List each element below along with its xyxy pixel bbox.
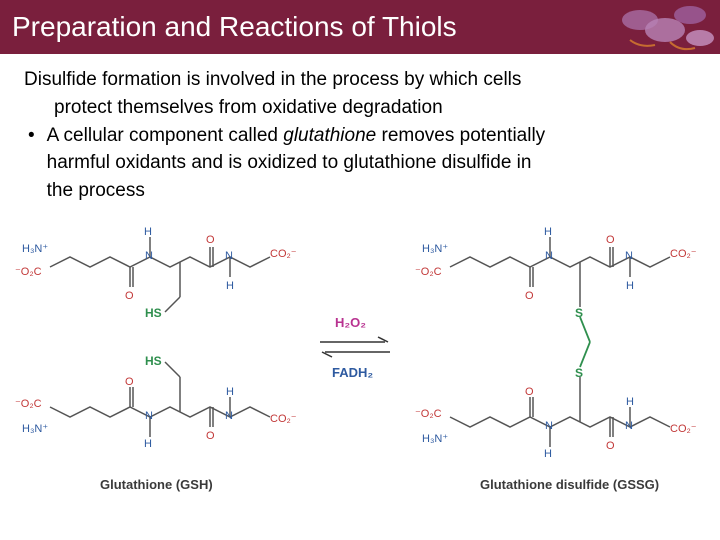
svg-text:H: H <box>226 280 234 292</box>
bullet-marker: • <box>28 124 35 207</box>
paragraph-1-line-1: Disulfide formation is involved in the p… <box>24 68 696 92</box>
gsh-caption: Glutathione (GSH) <box>100 477 213 492</box>
svg-text:O: O <box>125 290 134 302</box>
bullet-text-c: removes potentially <box>376 125 545 146</box>
svg-text:S: S <box>575 366 583 380</box>
svg-text:⁻O₂C: ⁻O₂C <box>15 398 42 410</box>
svg-text:N: N <box>225 410 233 422</box>
gssg-caption: Glutathione disulfide (GSSG) <box>480 477 659 492</box>
title-bar: Preparation and Reactions of Thiols <box>0 0 720 54</box>
svg-text:H: H <box>226 386 234 398</box>
svg-text:N: N <box>545 250 553 262</box>
svg-text:O: O <box>606 234 615 246</box>
bullet-line-2: harmful oxidants and is oxidized to glut… <box>47 151 546 175</box>
reagent-h2o2: H₂O₂ <box>335 315 366 330</box>
reagent-fadh2: FADH₂ <box>332 365 373 380</box>
bullet-text-italic: glutathione <box>283 125 376 146</box>
svg-text:H: H <box>144 226 152 238</box>
gssg-structure: S S H₃N⁺ ⁻O₂C O H N O N H CO₂⁻ ⁻O₂C H₃N⁺… <box>410 217 710 467</box>
svg-text:N: N <box>145 410 153 422</box>
svg-text:H₃N⁺: H₃N⁺ <box>22 423 48 435</box>
svg-text:O: O <box>206 430 215 442</box>
svg-text:H₃N⁺: H₃N⁺ <box>22 243 48 255</box>
svg-text:⁻O₂C: ⁻O₂C <box>415 408 442 420</box>
svg-text:CO₂⁻: CO₂⁻ <box>670 423 697 435</box>
chemical-structures: H₃N⁺ ⁻O₂C O H N O N H CO₂⁻ HS ⁻O₂C H₃N⁺ … <box>0 217 720 517</box>
paragraph-1-line-2: protect themselves from oxidative degrad… <box>24 96 696 120</box>
svg-text:H: H <box>626 396 634 408</box>
svg-text:HS: HS <box>145 354 162 368</box>
svg-text:N: N <box>625 420 633 432</box>
bullet-item: • A cellular component called glutathion… <box>24 124 696 207</box>
content-area: Disulfide formation is involved in the p… <box>0 54 720 207</box>
svg-text:S: S <box>575 306 583 320</box>
svg-text:O: O <box>525 290 534 302</box>
svg-text:CO₂⁻: CO₂⁻ <box>670 248 697 260</box>
svg-text:CO₂⁻: CO₂⁻ <box>270 248 297 260</box>
svg-text:N: N <box>145 250 153 262</box>
svg-text:⁻O₂C: ⁻O₂C <box>415 266 442 278</box>
svg-text:HS: HS <box>145 306 162 320</box>
svg-text:⁻O₂C: ⁻O₂C <box>15 266 42 278</box>
svg-text:N: N <box>625 250 633 262</box>
svg-text:H: H <box>544 226 552 238</box>
equilibrium-arrows-icon <box>310 327 400 367</box>
svg-text:H: H <box>626 280 634 292</box>
svg-text:O: O <box>206 234 215 246</box>
gsh-structure-top: H₃N⁺ ⁻O₂C O H N O N H CO₂⁻ HS <box>10 217 300 327</box>
gsh-structure-bottom: ⁻O₂C H₃N⁺ O N H O N H CO₂⁻ HS <box>10 347 300 457</box>
slide-title: Preparation and Reactions of Thiols <box>12 11 457 43</box>
svg-text:H: H <box>144 438 152 450</box>
svg-text:O: O <box>125 376 134 388</box>
svg-text:N: N <box>545 420 553 432</box>
bullet-text-a: A cellular component called <box>47 125 284 146</box>
bullet-text: A cellular component called glutathione … <box>47 124 546 207</box>
bullet-line-3: the process <box>47 179 546 203</box>
svg-text:H: H <box>544 448 552 460</box>
svg-text:CO₂⁻: CO₂⁻ <box>270 413 297 425</box>
svg-text:N: N <box>225 250 233 262</box>
svg-text:H₃N⁺: H₃N⁺ <box>422 243 448 255</box>
saffron-decoration <box>610 0 720 54</box>
svg-text:O: O <box>525 386 534 398</box>
svg-text:H₃N⁺: H₃N⁺ <box>422 433 448 445</box>
svg-text:O: O <box>606 440 615 452</box>
